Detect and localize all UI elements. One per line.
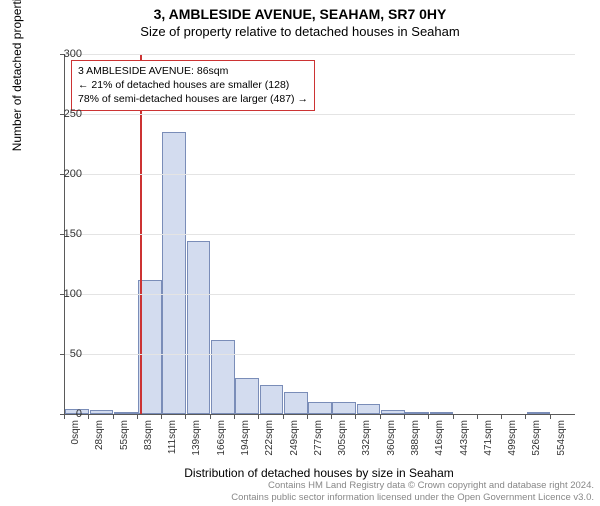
annotation-line2: ← 21% of detached houses are smaller (12… [78, 78, 308, 92]
xtick-mark [307, 414, 308, 419]
xtick-mark [404, 414, 405, 419]
bar [260, 385, 284, 414]
xtick-label: 83sqm [143, 420, 154, 460]
bar [114, 412, 138, 414]
ytick-label: 250 [52, 108, 82, 120]
xtick-label: 28sqm [94, 420, 105, 460]
xtick-label: 111sqm [167, 420, 178, 460]
bar [357, 404, 381, 414]
ytick-label: 100 [52, 288, 82, 300]
xtick-mark [137, 414, 138, 419]
xtick-mark [453, 414, 454, 419]
xtick-label: 554sqm [556, 420, 567, 460]
chart-container: 3, AMBLESIDE AVENUE, SEAHAM, SR7 0HY Siz… [0, 6, 600, 506]
xtick-label: 360sqm [386, 420, 397, 460]
annotation-box: 3 AMBLESIDE AVENUE: 86sqm ← 21% of detac… [71, 60, 315, 111]
xtick-label: 139sqm [191, 420, 202, 460]
x-axis-label: Distribution of detached houses by size … [64, 466, 574, 480]
bar [90, 410, 114, 414]
ytick-label: 200 [52, 168, 82, 180]
xtick-label: 55sqm [119, 420, 130, 460]
footer-line1: Contains HM Land Registry data © Crown c… [231, 480, 594, 492]
gridline [65, 294, 575, 295]
ytick-label: 150 [52, 228, 82, 240]
gridline [65, 54, 575, 55]
xtick-mark [501, 414, 502, 419]
xtick-label: 166sqm [216, 420, 227, 460]
ytick-label: 0 [52, 408, 82, 420]
xtick-mark [331, 414, 332, 419]
xtick-label: 416sqm [434, 420, 445, 460]
bar [381, 410, 405, 414]
annotation-line3: 78% of semi-detached houses are larger (… [78, 92, 308, 106]
xtick-label: 388sqm [410, 420, 421, 460]
bar [211, 340, 235, 414]
xtick-mark [550, 414, 551, 419]
gridline [65, 174, 575, 175]
xtick-mark [477, 414, 478, 419]
footer-attribution: Contains HM Land Registry data © Crown c… [231, 480, 594, 504]
xtick-mark [355, 414, 356, 419]
bar [405, 412, 429, 414]
footer-line2: Contains public sector information licen… [231, 492, 594, 504]
xtick-mark [380, 414, 381, 419]
xtick-label: 194sqm [240, 420, 251, 460]
xtick-label: 249sqm [289, 420, 300, 460]
xtick-mark [113, 414, 114, 419]
y-axis-label: Number of detached properties [10, 0, 24, 151]
annotation-line1: 3 AMBLESIDE AVENUE: 86sqm [78, 64, 308, 78]
xtick-label: 305sqm [337, 420, 348, 460]
xtick-mark [428, 414, 429, 419]
xtick-label: 499sqm [507, 420, 518, 460]
xtick-mark [161, 414, 162, 419]
bar [527, 412, 551, 414]
bar [284, 392, 308, 414]
title-sub: Size of property relative to detached ho… [0, 24, 600, 39]
xtick-label: 332sqm [361, 420, 372, 460]
xtick-mark [258, 414, 259, 419]
xtick-mark [185, 414, 186, 419]
gridline [65, 354, 575, 355]
xtick-mark [88, 414, 89, 419]
xtick-label: 471sqm [483, 420, 494, 460]
xtick-mark [283, 414, 284, 419]
gridline [65, 114, 575, 115]
title-main: 3, AMBLESIDE AVENUE, SEAHAM, SR7 0HY [0, 6, 600, 22]
xtick-label: 443sqm [459, 420, 470, 460]
bar [235, 378, 259, 414]
gridline [65, 234, 575, 235]
xtick-mark [64, 414, 65, 419]
ytick-label: 50 [52, 348, 82, 360]
xtick-label: 222sqm [264, 420, 275, 460]
xtick-mark [525, 414, 526, 419]
plot-area: 3 AMBLESIDE AVENUE: 86sqm ← 21% of detac… [64, 54, 575, 415]
xtick-label: 277sqm [313, 420, 324, 460]
bar [332, 402, 356, 414]
bar [308, 402, 332, 414]
xtick-label: 526sqm [531, 420, 542, 460]
xtick-mark [234, 414, 235, 419]
bar [430, 412, 454, 414]
xtick-label: 0sqm [70, 420, 81, 460]
ytick-label: 300 [52, 48, 82, 60]
xtick-mark [210, 414, 211, 419]
bar [187, 241, 211, 414]
